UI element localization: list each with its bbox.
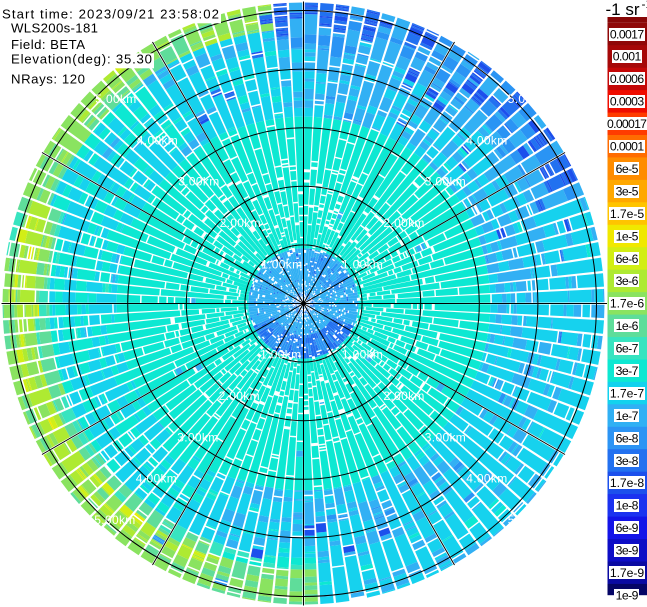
svg-text:3.00km: 3.00km <box>425 175 466 189</box>
svg-text:3.00km: 3.00km <box>178 175 219 189</box>
svg-text:1.7e-8: 1.7e-8 <box>610 476 644 490</box>
svg-text:2.00km: 2.00km <box>383 389 424 403</box>
svg-text:3e-6: 3e-6 <box>616 274 639 288</box>
svg-text:6e-5: 6e-5 <box>616 162 639 176</box>
svg-text:0.001: 0.001 <box>613 50 642 64</box>
svg-text:6e-8: 6e-8 <box>616 431 639 445</box>
svg-text:4.00km: 4.00km <box>136 472 177 486</box>
svg-text:1e-9: 1e-9 <box>616 588 639 602</box>
svg-text:6e-7: 6e-7 <box>616 342 639 356</box>
svg-text:1.00km: 1.00km <box>260 347 301 361</box>
svg-text:0.0006: 0.0006 <box>610 72 644 86</box>
svg-text:4.00km: 4.00km <box>137 133 178 147</box>
svg-text:6e-6: 6e-6 <box>616 252 639 266</box>
svg-text:5.00km: 5.00km <box>94 513 135 527</box>
svg-text:1e-6: 1e-6 <box>616 319 639 333</box>
svg-text:-1: -1 <box>642 0 647 11</box>
svg-text:1.7e-6: 1.7e-6 <box>610 297 644 311</box>
svg-text:Elevation(deg): 35.30: Elevation(deg): 35.30 <box>11 52 152 67</box>
svg-text:-1 sr: -1 sr <box>606 0 640 19</box>
svg-text:3.00km: 3.00km <box>177 430 218 444</box>
svg-text:5.00km: 5.00km <box>508 92 549 106</box>
svg-text:Start time: 2023/09/21 23:58:0: Start time: 2023/09/21 23:58:02 <box>2 7 219 22</box>
svg-text:5.00km: 5.00km <box>508 513 549 527</box>
svg-text:1.00km: 1.00km <box>342 347 383 361</box>
svg-text:3e-9: 3e-9 <box>616 544 639 558</box>
svg-text:1.7e-7: 1.7e-7 <box>610 386 644 400</box>
svg-text:3.00km: 3.00km <box>425 430 466 444</box>
svg-text:2.00km: 2.00km <box>219 389 260 403</box>
svg-text:1e-8: 1e-8 <box>616 499 639 513</box>
svg-text:4.00km: 4.00km <box>466 133 507 147</box>
svg-text:1.00km: 1.00km <box>261 258 302 272</box>
svg-text:0.00017: 0.00017 <box>607 117 647 131</box>
svg-text:3e-5: 3e-5 <box>616 184 639 198</box>
svg-text:5.00km: 5.00km <box>95 92 136 106</box>
svg-text:0.0003: 0.0003 <box>610 95 644 109</box>
svg-text:3e-8: 3e-8 <box>616 454 639 468</box>
svg-text:NRays: 120: NRays: 120 <box>11 71 85 86</box>
svg-text:2.00km: 2.00km <box>220 216 261 230</box>
svg-text:1e-7: 1e-7 <box>616 409 639 423</box>
svg-text:Field: BETA: Field: BETA <box>11 37 85 52</box>
svg-text:1.7e-5: 1.7e-5 <box>610 207 644 221</box>
svg-text:1.7e-9: 1.7e-9 <box>610 566 644 580</box>
svg-text:1e-5: 1e-5 <box>616 229 639 243</box>
svg-text:1.00km: 1.00km <box>342 258 383 272</box>
svg-text:3e-7: 3e-7 <box>616 364 639 378</box>
svg-text:0.0017: 0.0017 <box>610 27 644 41</box>
svg-text:4.00km: 4.00km <box>466 472 507 486</box>
svg-text:WLS200s-181: WLS200s-181 <box>11 21 98 36</box>
svg-text:2.00km: 2.00km <box>383 216 424 230</box>
svg-text:0.0001: 0.0001 <box>610 140 644 154</box>
svg-text:6e-9: 6e-9 <box>616 521 639 535</box>
